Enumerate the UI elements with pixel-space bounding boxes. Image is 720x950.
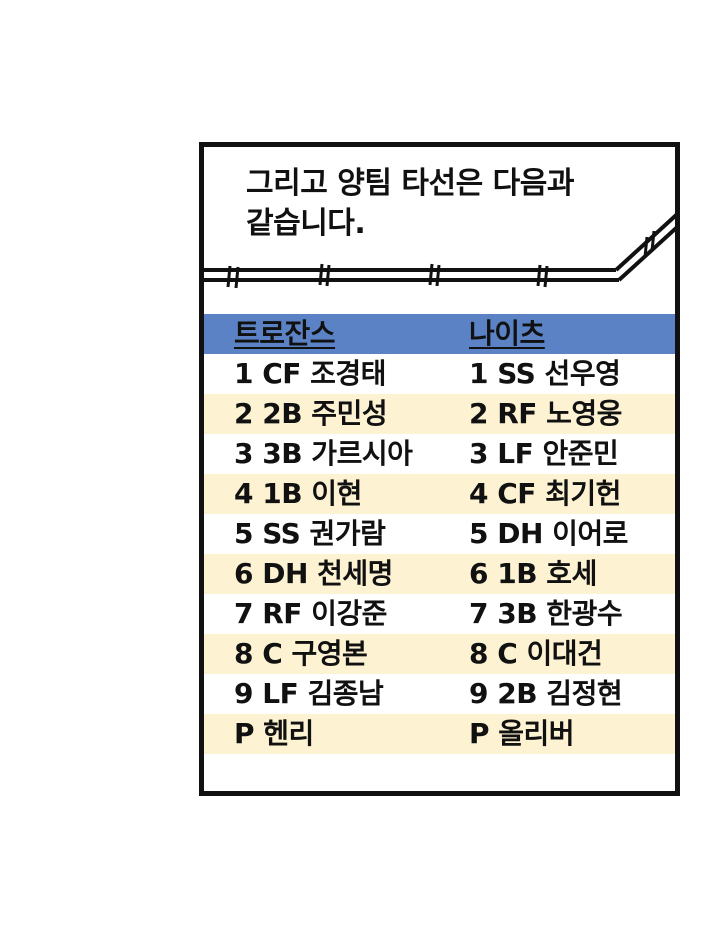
knights-batter: 1 SS 선우영 — [469, 357, 621, 390]
knights-batter: 5 DH 이어로 — [469, 517, 628, 550]
trojans-batter: 4 1B 이현 — [234, 477, 362, 510]
team-name-trojans: 트로잔스 — [234, 317, 336, 350]
lineup-row: 8 C 구영본 8 C 이대건 — [204, 634, 675, 674]
caption-line-2: 같습니다. — [246, 206, 366, 241]
trojans-batter: 2 2B 주민성 — [234, 397, 388, 430]
lineup-row: 7 RF 이강준 7 3B 한광수 — [204, 594, 675, 634]
lineup-table: 트로잔스 나이츠 1 CF 조경태 1 SS 선우영 2 2B 주민성 2 RF… — [204, 314, 675, 754]
lineup-row: 6 DH 천세명 6 1B 호세 — [204, 554, 675, 594]
lineup-row: 9 LF 김종남 9 2B 김정현 — [204, 674, 675, 714]
trojans-batter: 5 SS 권가람 — [234, 517, 386, 550]
lineup-row: 5 SS 권가람 5 DH 이어로 — [204, 514, 675, 554]
trojans-batter: 8 C 구영본 — [234, 637, 368, 670]
knights-pitcher: P 올리버 — [469, 717, 575, 750]
knights-batter: 2 RF 노영웅 — [469, 397, 622, 430]
lineup-row: 4 1B 이현 4 CF 최기헌 — [204, 474, 675, 514]
lineup-header-row: 트로잔스 나이츠 — [204, 314, 675, 354]
lineup-row: 3 3B 가르시아 3 LF 안준민 — [204, 434, 675, 474]
comic-panel — [199, 142, 680, 796]
trojans-batter: 7 RF 이강준 — [234, 597, 387, 630]
knights-batter: 7 3B 한광수 — [469, 597, 623, 630]
narration-caption: 그리고 양팀 타선은 다음과 같습니다. — [246, 164, 646, 244]
knights-batter: 3 LF 안준민 — [469, 437, 619, 470]
lineup-row-pitcher: P 헨리 P 올리버 — [204, 714, 675, 754]
wire-fence-decoration — [204, 213, 675, 289]
knights-batter: 8 C 이대건 — [469, 637, 603, 670]
knights-batter: 4 CF 최기헌 — [469, 477, 621, 510]
trojans-pitcher: P 헨리 — [234, 717, 314, 750]
trojans-batter: 1 CF 조경태 — [234, 357, 386, 390]
trojans-batter: 3 3B 가르시아 — [234, 437, 413, 470]
lineup-row: 2 2B 주민성 2 RF 노영웅 — [204, 394, 675, 434]
knights-batter: 9 2B 김정현 — [469, 677, 623, 710]
trojans-batter: 6 DH 천세명 — [234, 557, 393, 590]
caption-line-1: 그리고 양팀 타선은 다음과 — [246, 166, 574, 201]
knights-batter: 6 1B 호세 — [469, 557, 597, 590]
lineup-row: 1 CF 조경태 1 SS 선우영 — [204, 354, 675, 394]
team-name-knights: 나이츠 — [469, 317, 545, 350]
trojans-batter: 9 LF 김종남 — [234, 677, 384, 710]
